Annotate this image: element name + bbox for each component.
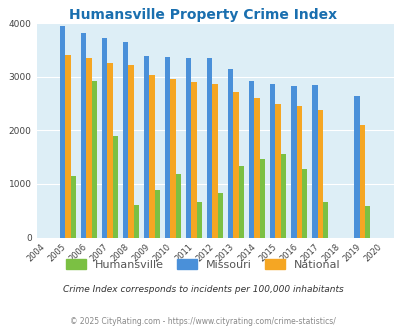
Bar bbox=[212, 84, 217, 238]
Bar bbox=[196, 202, 202, 238]
Bar bbox=[317, 110, 322, 238]
Bar bbox=[92, 81, 97, 238]
Bar bbox=[353, 96, 359, 238]
Bar bbox=[238, 166, 244, 238]
Bar bbox=[228, 69, 233, 238]
Bar bbox=[275, 104, 280, 238]
Bar bbox=[65, 55, 70, 238]
Bar bbox=[207, 58, 212, 238]
Bar bbox=[107, 63, 113, 238]
Bar bbox=[364, 207, 370, 238]
Bar bbox=[113, 136, 118, 238]
Bar bbox=[86, 58, 92, 238]
Bar bbox=[301, 169, 307, 238]
Bar bbox=[296, 106, 301, 238]
Text: © 2025 CityRating.com - https://www.cityrating.com/crime-statistics/: © 2025 CityRating.com - https://www.city… bbox=[70, 317, 335, 326]
Bar bbox=[191, 82, 196, 238]
Bar bbox=[123, 42, 128, 238]
Legend: Humansville, Missouri, National: Humansville, Missouri, National bbox=[61, 255, 344, 274]
Bar bbox=[164, 57, 170, 238]
Text: Humansville Property Crime Index: Humansville Property Crime Index bbox=[69, 8, 336, 22]
Bar bbox=[322, 202, 328, 238]
Bar bbox=[311, 85, 317, 238]
Bar bbox=[149, 75, 154, 238]
Bar bbox=[144, 56, 149, 238]
Bar bbox=[81, 33, 86, 238]
Bar bbox=[175, 174, 181, 238]
Bar bbox=[70, 177, 76, 238]
Bar bbox=[170, 80, 175, 238]
Bar bbox=[280, 154, 286, 238]
Bar bbox=[185, 58, 191, 238]
Bar bbox=[233, 92, 238, 238]
Bar bbox=[290, 86, 296, 238]
Bar bbox=[254, 98, 259, 238]
Bar bbox=[248, 81, 254, 238]
Bar bbox=[259, 159, 265, 238]
Bar bbox=[128, 65, 134, 238]
Bar bbox=[60, 26, 65, 238]
Bar bbox=[269, 84, 275, 238]
Bar bbox=[134, 205, 139, 238]
Bar bbox=[359, 125, 364, 238]
Bar bbox=[154, 190, 160, 238]
Bar bbox=[102, 38, 107, 238]
Bar bbox=[217, 193, 223, 238]
Text: Crime Index corresponds to incidents per 100,000 inhabitants: Crime Index corresponds to incidents per… bbox=[62, 285, 343, 294]
